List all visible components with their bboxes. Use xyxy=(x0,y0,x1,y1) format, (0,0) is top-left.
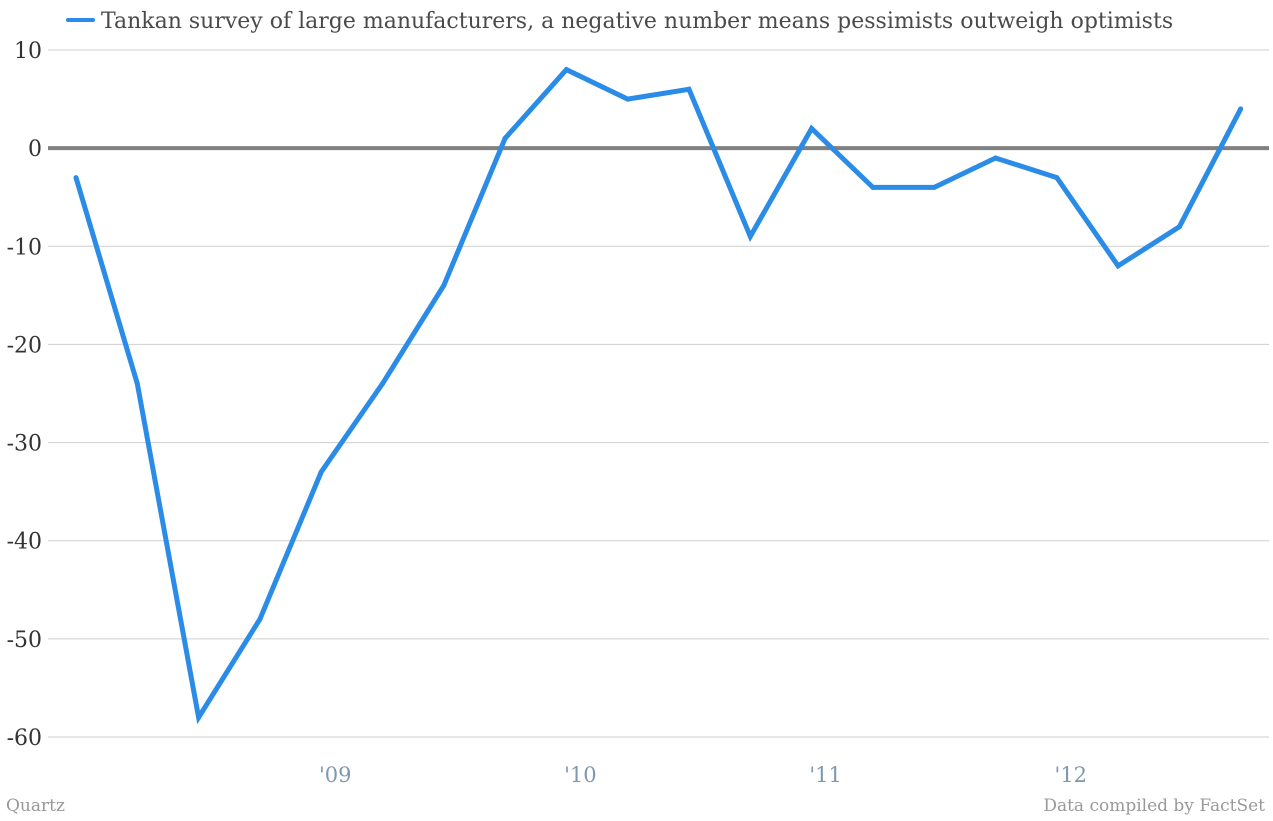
y-tick-label: -10 xyxy=(7,235,42,260)
y-axis-tick-labels: 10 0 -10 -20 -30 -40 -50 -60 xyxy=(7,39,42,751)
data-point xyxy=(380,381,385,387)
data-point xyxy=(1115,263,1121,269)
source-credit-right: Data compiled by FactSet xyxy=(1043,796,1265,816)
series-line xyxy=(73,66,1243,725)
legend: Tankan survey of large manufacturers, a … xyxy=(66,9,1173,34)
x-tick-label: '12 xyxy=(1055,763,1088,787)
y-tick-label: -40 xyxy=(7,530,42,555)
data-point xyxy=(1054,175,1060,181)
data-point xyxy=(931,184,937,190)
data-point xyxy=(993,155,998,161)
source-credit-left: Quartz xyxy=(6,796,65,816)
data-point xyxy=(747,233,753,239)
data-point xyxy=(502,135,508,141)
x-tick-label: '11 xyxy=(809,763,842,787)
data-point xyxy=(686,86,692,92)
data-point xyxy=(441,283,447,289)
data-point xyxy=(1176,224,1182,230)
x-axis-tick-labels: '09 '10 '11 '12 xyxy=(319,763,1087,787)
data-point xyxy=(196,714,202,720)
y-tick-label: 10 xyxy=(14,39,42,64)
data-point xyxy=(134,381,140,387)
y-tick-label: -20 xyxy=(7,333,42,358)
data-point xyxy=(809,126,815,132)
x-tick-label: '10 xyxy=(564,763,597,787)
y-tick-label: 0 xyxy=(28,137,42,162)
y-tick-label: -60 xyxy=(7,726,42,751)
data-point xyxy=(318,469,324,475)
data-point xyxy=(563,67,569,73)
x-tick-label: '09 xyxy=(319,763,352,787)
y-tick-label: -50 xyxy=(7,628,42,653)
data-point xyxy=(625,96,631,102)
legend-label: Tankan survey of large manufacturers, a … xyxy=(101,9,1173,34)
series-group xyxy=(73,66,1244,725)
y-tick-label: -30 xyxy=(7,432,42,457)
data-point xyxy=(73,175,79,181)
data-point xyxy=(257,616,263,622)
data-point xyxy=(1238,106,1244,112)
data-point xyxy=(870,184,876,190)
gridlines xyxy=(48,49,1269,738)
